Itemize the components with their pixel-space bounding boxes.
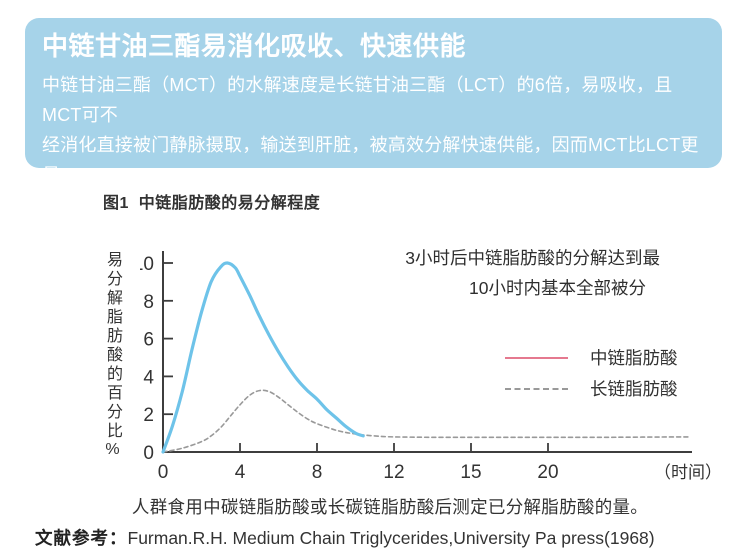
figure-title: 图1 中链脂肪酸的易分解程度 (103, 195, 321, 212)
svg-text:20: 20 (537, 462, 558, 483)
svg-text:（时间）: （时间） (654, 463, 722, 482)
chart-annotation: 3小时后中链脂肪酸的分解达到最 10小时内基本全部被分 (375, 243, 660, 303)
reference-line: 文献参考：Furman.R.H. Medium Chain Triglyceri… (35, 525, 655, 549)
header-body: 中链甘油三酯（MCT）的水解速度是长链甘油三酯（LCT）的6倍，易吸收，且MCT… (42, 75, 699, 215)
svg-text:6: 6 (143, 330, 154, 351)
legend-label-medium-chain: 中链脂肪酸 (590, 348, 678, 368)
svg-text:2: 2 (143, 405, 154, 426)
legend-item-long-chain: 长链脂肪酸 (505, 373, 678, 404)
chart-svg: 0 2 4 6 8 10 0 4 8 12 15 20 （时间） (140, 251, 722, 483)
reference-label: 文献参考： (35, 528, 128, 548)
y-axis-label: 易分解脂肪酸的百分比% (104, 251, 121, 461)
header-title: 中链甘油三酯易消化吸收、快速供能 (42, 31, 467, 61)
svg-text:10: 10 (140, 254, 154, 275)
chart-legend: 中链脂肪酸 长链脂肪酸 (505, 342, 678, 404)
svg-text:8: 8 (143, 292, 154, 313)
svg-text:15: 15 (460, 462, 481, 483)
svg-text:4: 4 (143, 367, 154, 388)
reference-text: Furman.R.H. Medium Chain Triglycerides,U… (127, 528, 655, 548)
svg-text:0: 0 (143, 443, 154, 464)
header-card: 中链甘油三酯易消化吸收、快速供能 中链甘油三酯（MCT）的水解速度是长链甘油三酯… (25, 18, 722, 215)
annotation-line-1: 3小时后中链脂肪酸的分解达到最 (405, 248, 660, 268)
legend-label-long-chain: 长链脂肪酸 (590, 379, 678, 399)
legend-item-medium-chain: 中链脂肪酸 (505, 342, 678, 373)
long-chain-line-swatch (505, 387, 568, 390)
annotation-line-2: 10小时内基本全部被分 (469, 278, 646, 298)
medium-chain-line-swatch (505, 356, 568, 359)
svg-text:8: 8 (312, 462, 323, 483)
chart-caption: 人群食用中碳链脂肪酸或长碳链脂肪酸后测定已分解脂肪酸的量。 (131, 497, 649, 517)
svg-text:4: 4 (235, 462, 246, 483)
svg-text:0: 0 (158, 462, 169, 483)
svg-text:12: 12 (383, 462, 404, 483)
